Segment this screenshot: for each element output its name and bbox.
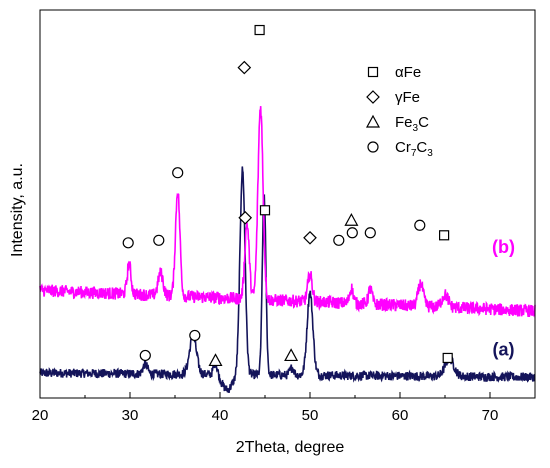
x-tick-label: 20 — [32, 407, 49, 424]
x-tick-label: 30 — [122, 407, 139, 424]
peak-marker-circle-2-9 — [333, 234, 345, 246]
peak-marker-circle-2-13 — [414, 219, 426, 231]
marker-layer — [122, 24, 453, 367]
legend-label-4: Cr7C3 — [395, 139, 433, 159]
peak-marker-triangle-1-3 — [208, 353, 223, 367]
legend-label-3: Fe3C — [395, 114, 429, 134]
legend-label-1: αFe — [395, 64, 421, 81]
x-tick-label: 50 — [302, 407, 319, 424]
x-tick-label: 70 — [482, 407, 499, 424]
tick-layer: 20 30 40 50 60 70 — [32, 392, 499, 424]
legend-symbol-diamond — [366, 90, 380, 104]
peak-marker-circle-2-12 — [364, 227, 376, 239]
peak-marker-square-1-5 — [442, 352, 453, 364]
peak-marker-diamond-2-6 — [238, 210, 253, 225]
x-tick-label: 60 — [392, 407, 409, 424]
peak-marker-triangle-1-4 — [284, 348, 299, 362]
peak-marker-circle-2-11 — [346, 227, 358, 239]
series-label-2: (b) — [492, 237, 515, 257]
peak-marker-circle-1-2 — [189, 329, 201, 342]
y-axis-label: Intensity, a.u. — [9, 163, 26, 257]
x-axis-label: 2Theta, degree — [236, 439, 345, 456]
plot-frame — [39, 9, 536, 399]
peak-marker-square-2-7 — [259, 205, 271, 216]
peak-marker-triangle-2-10 — [344, 213, 359, 226]
legend-symbol-triangle — [365, 114, 381, 128]
legend-symbol-circle — [367, 141, 379, 153]
peak-marker-circle-1-1 — [139, 349, 151, 362]
series-label-1: (a) — [493, 339, 515, 359]
peak-marker-diamond-2-8 — [303, 230, 317, 245]
series-layer — [39, 106, 536, 394]
legend-label-2: γFe — [395, 89, 420, 106]
peak-marker-square-2-14 — [439, 230, 450, 241]
series-labels: (a) (b) — [492, 237, 515, 360]
peak-marker-circle-2-3 — [172, 167, 184, 179]
x-tick-label: 40 — [212, 407, 229, 424]
series-line-2 — [39, 106, 536, 318]
legend: αFe γFe Fe3C Cr7C3 — [365, 64, 433, 159]
legend-symbol-square — [367, 66, 379, 78]
peak-marker-square-2-5 — [254, 24, 265, 36]
peak-marker-circle-2-2 — [153, 234, 165, 246]
peak-marker-diamond-2-4 — [237, 60, 252, 75]
peak-marker-circle-2-1 — [122, 237, 134, 249]
